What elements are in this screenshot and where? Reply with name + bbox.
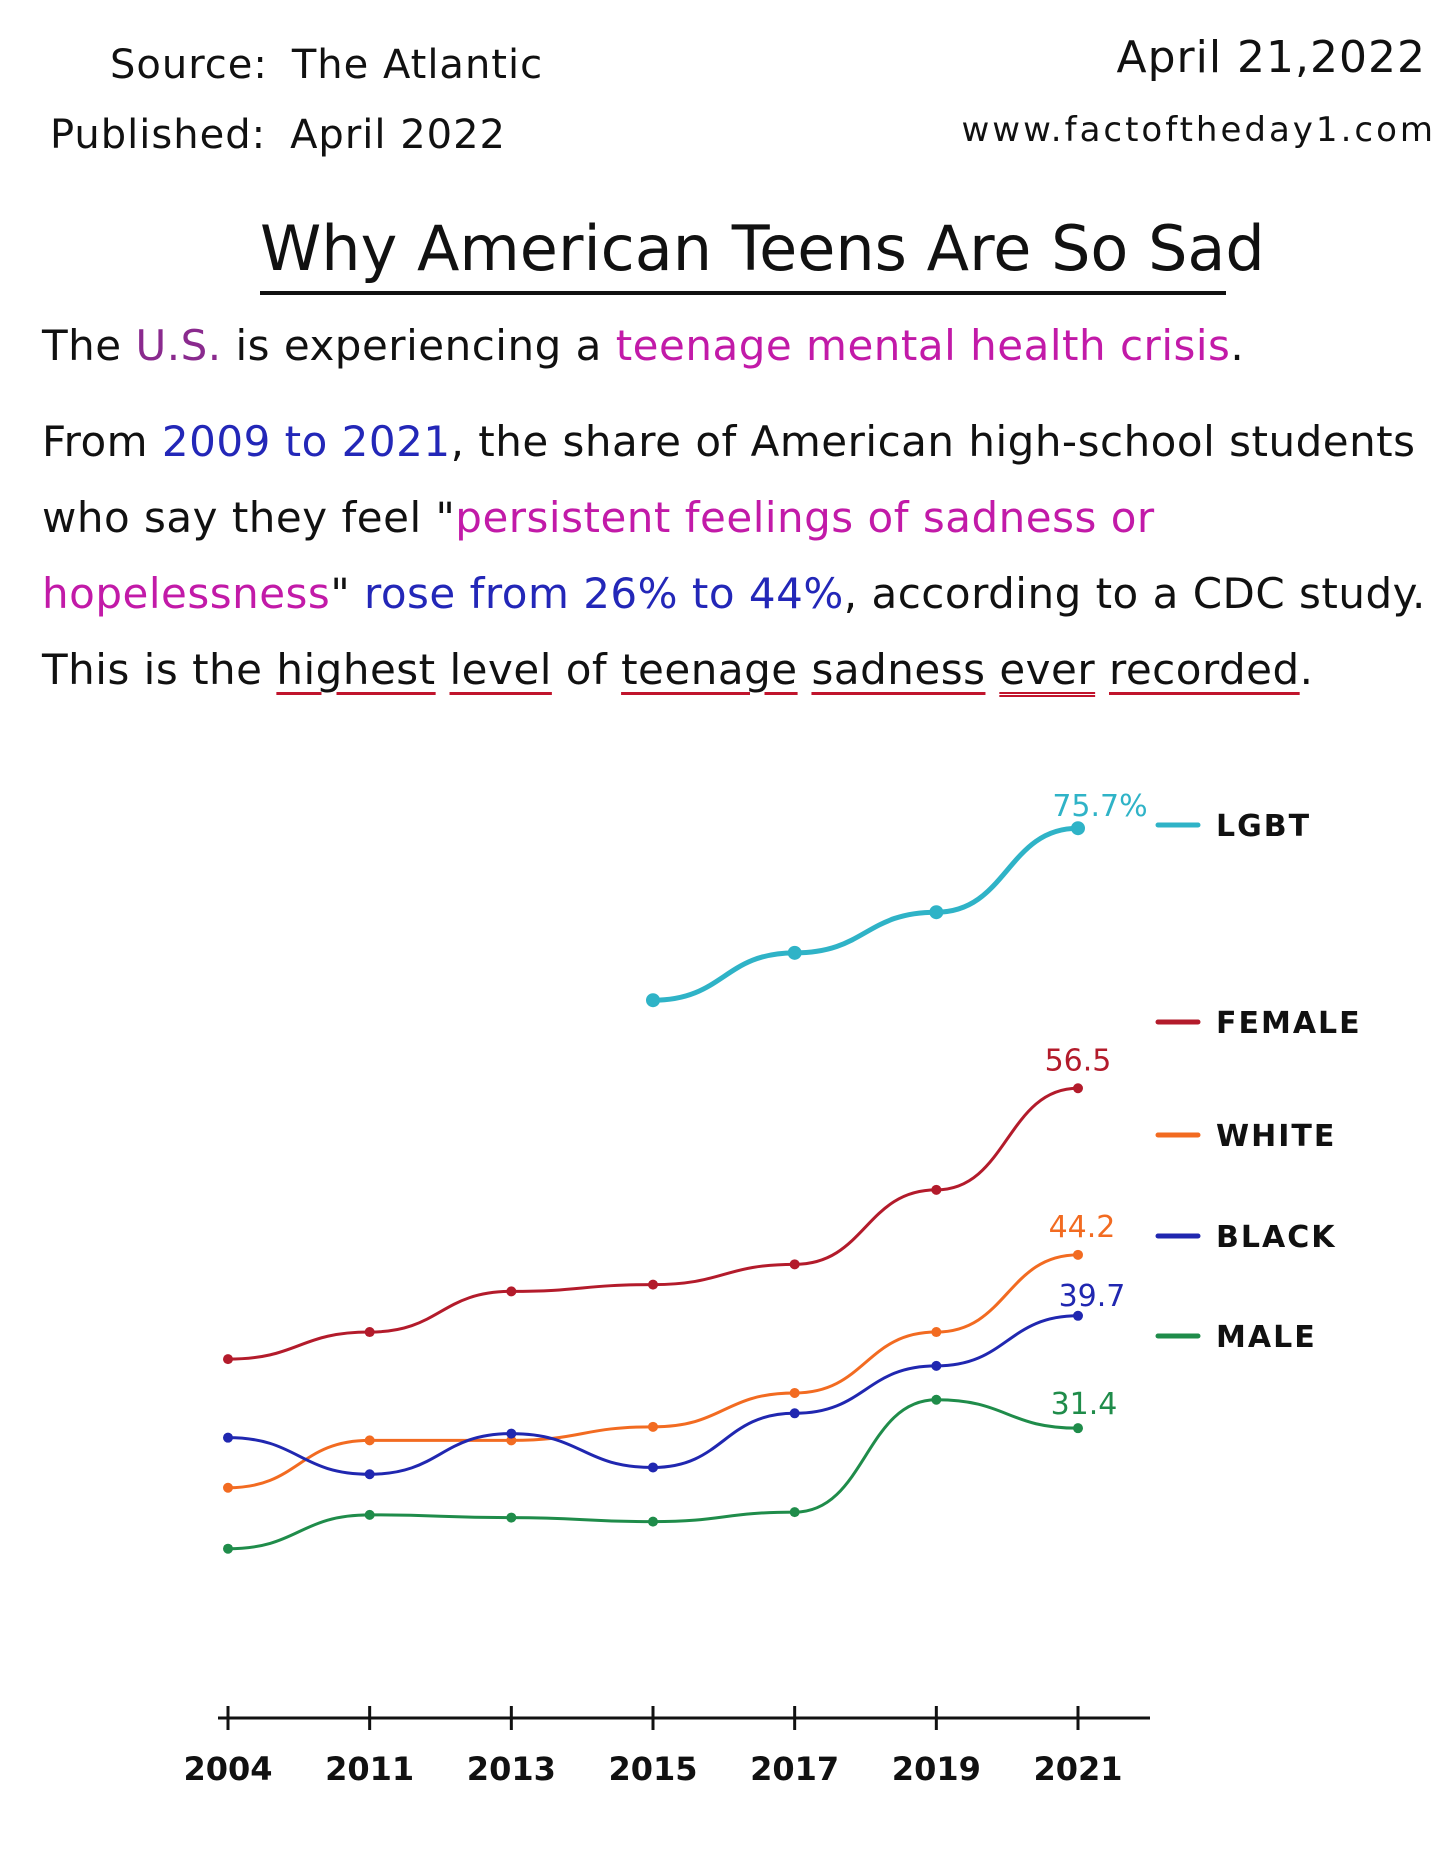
data-point-male xyxy=(648,1516,658,1527)
data-point-white xyxy=(364,1435,375,1446)
word-teenage: teenage xyxy=(621,645,798,694)
data-point-lgbt xyxy=(929,905,944,920)
x-tick-label: 2017 xyxy=(750,1750,839,1788)
legend: LGBT FEMALE WHITE BLACK MALE xyxy=(1155,809,1362,1355)
data-point-white xyxy=(1073,1249,1083,1260)
x-tick-label: 2004 xyxy=(183,1750,272,1788)
data-point-white xyxy=(789,1387,800,1398)
published-line: Published: April 2022 xyxy=(50,112,506,158)
data-point-male xyxy=(1073,1423,1083,1434)
data-point-male xyxy=(364,1509,375,1520)
data-point-male xyxy=(789,1507,800,1518)
data-point-male xyxy=(506,1512,517,1523)
word-level: level xyxy=(449,645,552,694)
word-ever: ever xyxy=(999,645,1096,694)
end-label-female: 56.5 xyxy=(1045,1043,1112,1078)
legend-label-black: BLACK xyxy=(1216,1220,1336,1255)
series-lines: 75.7% 56.5 44.2 39.7 31.4 xyxy=(223,789,1148,1554)
intro-text-2: is experiencing a xyxy=(235,321,602,370)
body-line2-start: who say they feel " xyxy=(42,493,456,542)
end-label-lgbt: 75.7% xyxy=(1052,789,1147,824)
body-line-3: hopelessness" rose from 26% to 44%, acco… xyxy=(42,556,1426,632)
legend-label-lgbt: LGBT xyxy=(1216,809,1311,844)
legend-label-female: FEMALE xyxy=(1216,1006,1362,1041)
published-label: Published: xyxy=(50,112,267,158)
intro-paragraph: The U.S. is experiencing a teenage menta… xyxy=(42,308,1244,384)
data-point-lgbt xyxy=(787,945,802,960)
intro-us: U.S. xyxy=(135,321,222,370)
data-point-white xyxy=(931,1327,942,1338)
x-tick-label: 2021 xyxy=(1033,1750,1122,1788)
x-tick-label: 2019 xyxy=(892,1750,981,1788)
data-point-black xyxy=(789,1408,800,1419)
data-point-female xyxy=(364,1327,375,1338)
website-text: www.factoftheday1.com xyxy=(961,110,1436,150)
data-point-female xyxy=(931,1184,942,1195)
page-title: Why American Teens Are So Sad xyxy=(260,212,1265,295)
intro-period: . xyxy=(1230,321,1245,370)
source-value: The Atlantic xyxy=(291,42,544,88)
series-line-lgbt xyxy=(650,825,1081,1003)
x-axis: 2004 2011 2013 2015 2017 2019 2021 xyxy=(183,1706,1150,1788)
data-point-male xyxy=(931,1394,942,1405)
data-point-female xyxy=(789,1259,800,1270)
published-value: April 2022 xyxy=(290,112,506,158)
body-line-1: From 2009 to 2021, the share of American… xyxy=(42,404,1426,480)
data-point-female xyxy=(506,1286,517,1297)
end-label-male: 31.4 xyxy=(1051,1387,1118,1422)
data-point-white xyxy=(648,1421,658,1432)
body-line3-rest: , according to a CDC study. xyxy=(843,569,1426,618)
body-close-quote: " xyxy=(330,569,351,618)
legend-label-white: WHITE xyxy=(1216,1119,1336,1154)
data-point-female xyxy=(648,1279,658,1290)
intro-text-1: The xyxy=(42,321,122,370)
data-point-male xyxy=(223,1543,233,1554)
end-label-white: 44.2 xyxy=(1049,1210,1116,1245)
body-line1-rest: , the share of American high-school stud… xyxy=(450,417,1416,466)
data-point-lgbt xyxy=(646,993,660,1008)
series-line-white xyxy=(226,1253,1080,1490)
data-point-lgbt xyxy=(1071,821,1085,836)
intro-crisis: teenage mental health crisis xyxy=(615,321,1231,370)
x-tick-label: 2013 xyxy=(467,1750,556,1788)
body-line-2: who say they feel "persistent feelings o… xyxy=(42,480,1426,556)
body-line-4: This is the highest level of teenage sad… xyxy=(42,632,1426,708)
x-tick-label: 2011 xyxy=(325,1750,414,1788)
body-line4-period: . xyxy=(1299,645,1314,694)
body-of: of xyxy=(565,645,608,694)
word-recorded: recorded xyxy=(1109,645,1300,694)
word-sadness: sadness xyxy=(811,645,986,694)
series-line-female xyxy=(226,1086,1080,1361)
data-point-female xyxy=(223,1354,233,1365)
data-point-black xyxy=(223,1432,233,1443)
data-point-black xyxy=(506,1428,517,1439)
body-rise: rose from 26% to 44% xyxy=(364,569,844,618)
data-point-black xyxy=(1073,1310,1083,1321)
source-label: Source: xyxy=(110,42,268,88)
body-quote-1: persistent feelings of sadness or xyxy=(455,493,1155,542)
body-years: 2009 to 2021 xyxy=(161,417,451,466)
body-quote-2: hopelessness xyxy=(42,569,331,618)
series-line-black xyxy=(226,1314,1080,1476)
legend-label-male: MALE xyxy=(1216,1320,1317,1355)
source-line: Source: The Atlantic xyxy=(110,42,543,88)
data-point-black xyxy=(364,1469,375,1480)
body-line4-start: This is the xyxy=(42,645,263,694)
data-point-black xyxy=(931,1360,942,1371)
x-tick-label: 2015 xyxy=(608,1750,697,1788)
body-from: From xyxy=(42,417,149,466)
word-highest: highest xyxy=(276,645,436,694)
date-text: April 21,2022 xyxy=(1116,32,1426,83)
data-point-white xyxy=(223,1482,233,1493)
data-point-black xyxy=(648,1462,658,1473)
data-point-female xyxy=(1073,1083,1083,1094)
body-paragraph: From 2009 to 2021, the share of American… xyxy=(42,404,1426,708)
end-label-black: 39.7 xyxy=(1059,1279,1126,1314)
